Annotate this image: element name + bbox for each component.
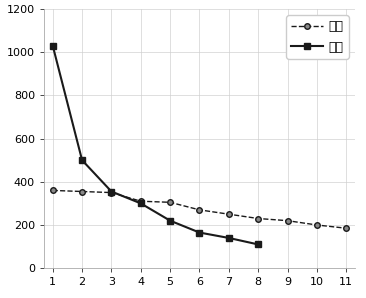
- 砂岩: [139, 201, 143, 205]
- 灰岩: [227, 212, 231, 216]
- 灰岩: [168, 201, 172, 204]
- 砂岩: [80, 159, 84, 162]
- 砂岩: [227, 236, 231, 240]
- 灰岩: [285, 219, 290, 222]
- Legend: 灰岩, 砂岩: 灰岩, 砂岩: [286, 15, 349, 59]
- 灰岩: [315, 223, 319, 227]
- 灰岩: [344, 226, 348, 230]
- Line: 灰岩: 灰岩: [50, 188, 349, 231]
- 灰岩: [109, 191, 113, 194]
- 灰岩: [256, 217, 260, 220]
- Line: 砂岩: 砂岩: [49, 42, 262, 248]
- 砂岩: [168, 219, 172, 222]
- 灰岩: [139, 199, 143, 203]
- 砂岩: [256, 243, 260, 246]
- 灰岩: [51, 189, 55, 192]
- 砂岩: [51, 44, 55, 47]
- 砂岩: [109, 190, 113, 193]
- 灰岩: [80, 190, 84, 193]
- 砂岩: [197, 231, 202, 234]
- 灰岩: [197, 208, 202, 212]
